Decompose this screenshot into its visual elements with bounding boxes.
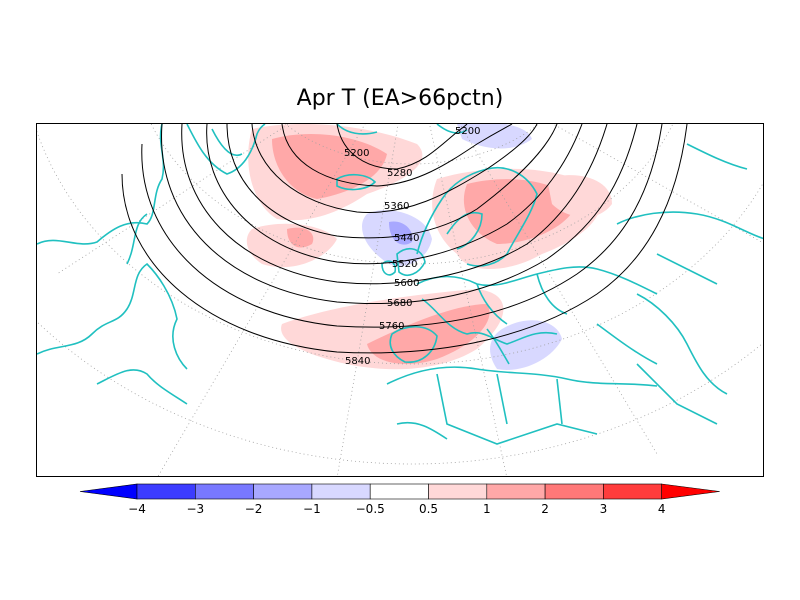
- warm-anomaly-mediterranean-core: [367, 304, 490, 364]
- contour-label: 5200: [344, 148, 369, 159]
- colorbar-segment: [136, 483, 196, 500]
- colorbar-tick-label: −2: [245, 502, 263, 516]
- colorbar-segment: [603, 483, 663, 500]
- colorbar-segment: [544, 483, 604, 500]
- contour-label: 5200: [455, 126, 480, 137]
- colorbar-segments: [79, 483, 720, 500]
- contour-line: [181, 124, 608, 285]
- colorbar-segment: [253, 483, 313, 500]
- colorbar-tick-label: 3: [600, 502, 608, 516]
- contour-line: [206, 124, 583, 265]
- colorbar-tick-label: 4: [658, 502, 666, 516]
- contour-line: [141, 124, 663, 328]
- contour-label: 5600: [394, 278, 419, 289]
- colorbar-arrow-left: [79, 483, 138, 500]
- contour-line: [226, 124, 558, 239]
- colorbar-segment: [486, 483, 546, 500]
- colorbar-tick-label: −1: [303, 502, 321, 516]
- contour-label: 5280: [387, 168, 412, 179]
- warm-anomaly-west-atlantic: [246, 223, 337, 268]
- map-canvas: 5200 5200 5280 5360 5440 5520 5600 5680 …: [37, 124, 763, 476]
- contour-labels: 5200 5200 5280 5360 5440 5520 5600 5680 …: [344, 126, 480, 367]
- colorbar-segment: [428, 483, 488, 500]
- map-panel: 5200 5200 5280 5360 5440 5520 5600 5680 …: [36, 123, 764, 477]
- contour-label: 5840: [345, 356, 370, 367]
- cold-anomaly-arctic-light: [457, 124, 532, 149]
- colorbar-arrow-right: [661, 483, 720, 500]
- colorbar-segment: [369, 483, 429, 500]
- cold-anomaly-north-sea-core: [389, 221, 413, 245]
- map-title: Apr T (EA>66pctn): [296, 86, 504, 111]
- colorbar-tick-label: 0.5: [419, 502, 438, 516]
- warm-anomaly-west-atlantic-core: [287, 227, 314, 248]
- colorbar-tick-label: 1: [483, 502, 491, 516]
- colorbar-tick-label: −0.5: [356, 502, 385, 516]
- warm-anomaly-east: [547, 175, 612, 218]
- height-contours: [121, 124, 688, 354]
- colorbar-tick-labels: −4 −3 −2 −1 −0.5 0.5 1 2 3 4: [128, 502, 665, 516]
- colorbar-tick-label: 2: [541, 502, 549, 516]
- graticule: [37, 124, 763, 476]
- contour-label: 5360: [384, 201, 409, 212]
- anomaly-shading: [246, 124, 612, 370]
- colorbar-tick-label: −4: [128, 502, 146, 516]
- contour-label: 5440: [394, 233, 419, 244]
- contour-line: [336, 124, 468, 170]
- contour-line: [121, 124, 688, 354]
- contour-line: [251, 124, 538, 213]
- colorbar-segment: [195, 483, 254, 500]
- contour-label: 5760: [379, 321, 404, 332]
- colorbar: −4 −3 −2 −1 −0.5 0.5 1 2 3 4: [79, 483, 720, 516]
- colorbar-segment: [311, 483, 371, 500]
- warm-anomaly-scandinavia-core: [463, 179, 577, 244]
- warm-anomaly-north-atlantic-core: [272, 134, 387, 199]
- contour-label: 5680: [387, 298, 412, 309]
- contour-line: [281, 124, 513, 187]
- coastlines: [37, 124, 763, 445]
- cold-anomaly-north-africa: [490, 320, 562, 370]
- contour-line: [161, 124, 638, 305]
- contour-label: 5520: [392, 259, 417, 270]
- colorbar-tick-label: −3: [186, 502, 204, 516]
